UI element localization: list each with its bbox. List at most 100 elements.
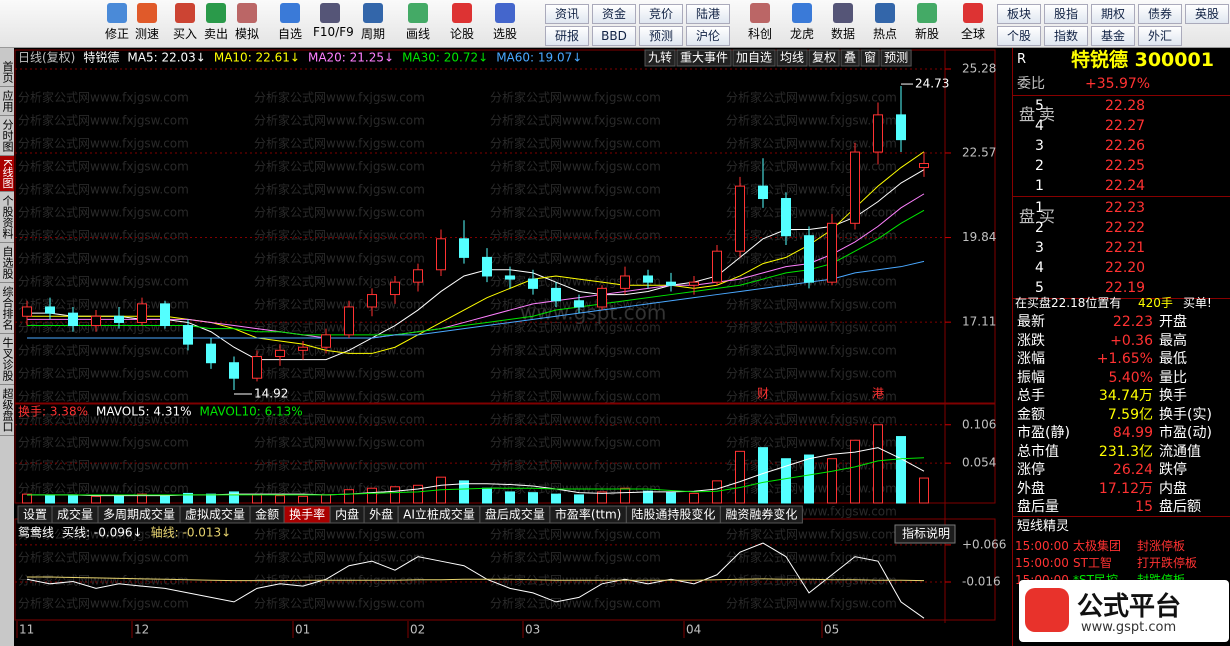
- toolbar-button[interactable]: 期权: [1091, 4, 1135, 24]
- watermark: 分析家公式网www.fxjgsw.com: [726, 412, 897, 427]
- indicator-tab[interactable]: 金额: [255, 507, 279, 522]
- side-tab[interactable]: 牛叉诊股: [0, 334, 14, 386]
- toolbar-button[interactable]: 自选: [273, 3, 307, 42]
- watermark: 分析家公式网www.fxjgsw.com: [490, 90, 661, 105]
- header-button[interactable]: 重大事件: [680, 51, 728, 65]
- toolbar-button[interactable]: 数据: [826, 3, 860, 42]
- indicator-tab[interactable]: 设置: [23, 508, 47, 522]
- header-button[interactable]: 九转: [648, 50, 672, 65]
- toolbar-button[interactable]: 选股: [488, 3, 522, 42]
- indicator-tab[interactable]: 换手率: [289, 507, 325, 522]
- toolbar-button[interactable]: 画线: [401, 3, 435, 42]
- panel-text: 1: [1035, 178, 1044, 194]
- panel-row: 外盘 17.12万 内盘: [1013, 479, 1230, 497]
- indicator-tab[interactable]: 虚拟成交量: [185, 507, 245, 522]
- volume-bar: [620, 487, 630, 504]
- toolbar-button[interactable]: 沪伦: [686, 26, 730, 46]
- indicator-tab[interactable]: 陆股通持股变化: [631, 507, 715, 522]
- candle-body: [344, 306, 354, 336]
- indicator-tab[interactable]: 多周期成交量: [103, 507, 175, 522]
- watermark: 分析家公式网www.fxjgsw.com: [254, 320, 425, 335]
- side-tab[interactable]: 自选股: [0, 243, 14, 284]
- toolbar-button[interactable]: 修正: [100, 3, 134, 42]
- toolbar-button[interactable]: 板块: [997, 4, 1041, 24]
- toolbar-button[interactable]: 热点: [868, 3, 902, 42]
- toolbar-button[interactable]: 英股: [1185, 4, 1229, 24]
- indicator-tab[interactable]: 盘后成交量: [485, 507, 545, 522]
- toolbar-button[interactable]: 陆港: [686, 4, 730, 24]
- panel-text: 卖盘: [1016, 106, 1055, 148]
- indicator-tab[interactable]: 市盈率(ttm): [555, 507, 621, 522]
- icon: [175, 3, 195, 23]
- volume-bar: [367, 487, 377, 504]
- toolbar-button[interactable]: F10/F9: [313, 3, 354, 39]
- volume-bar: [781, 458, 791, 504]
- panel-text: 17.12万: [1098, 480, 1153, 497]
- toolbar-button[interactable]: BBD: [592, 26, 636, 46]
- toolbar-button[interactable]: 买入: [168, 3, 202, 42]
- toolbar-button[interactable]: 模拟: [230, 3, 264, 42]
- header-button[interactable]: 复权: [812, 51, 836, 65]
- toolbar-button[interactable]: 全球: [956, 3, 990, 42]
- panel-text: 最高: [1159, 332, 1187, 349]
- toolbar-button[interactable]: 股指: [1044, 4, 1088, 24]
- header-button[interactable]: 叠: [844, 51, 856, 65]
- header-button[interactable]: 预测: [884, 51, 908, 65]
- panel-text: 22.28: [1105, 98, 1146, 114]
- indicator-tab[interactable]: AI立桩成交量: [403, 507, 475, 522]
- y-tick-label: 0.106: [962, 417, 996, 431]
- toolbar-button[interactable]: 指数: [1044, 26, 1088, 46]
- panel-text: 22.27: [1105, 118, 1146, 134]
- chart-label: 特锐德: [83, 50, 119, 65]
- separator: [1013, 298, 1230, 299]
- side-tab[interactable]: 首页: [0, 58, 14, 87]
- toolbar-button[interactable]: 卖出: [199, 3, 233, 42]
- volume-bar: [229, 491, 239, 504]
- toolbar-button[interactable]: 基金: [1091, 26, 1135, 46]
- toolbar-button[interactable]: 龙虎: [785, 3, 819, 42]
- candle-body: [758, 185, 768, 200]
- toolbar-button[interactable]: 资金: [592, 4, 636, 24]
- volume-bar: [183, 492, 193, 504]
- toolbar-button[interactable]: 新股: [910, 3, 944, 42]
- indicator-tab[interactable]: 内盘: [335, 507, 359, 522]
- icon: [408, 3, 428, 23]
- toolbar-button[interactable]: 个股: [997, 26, 1041, 46]
- side-tab[interactable]: 超级盘口: [0, 385, 14, 437]
- indicator-tab[interactable]: 融资融券变化: [725, 507, 797, 522]
- panel-text: 买单!: [1183, 296, 1212, 310]
- header-button[interactable]: 加自选: [736, 51, 772, 65]
- icon: [320, 3, 340, 23]
- watermark: 分析家公式网www.fxjgsw.com: [726, 320, 897, 335]
- panel-text: 22.19: [1105, 280, 1146, 296]
- series-line: [27, 193, 925, 339]
- panel-row: 15:00:00 ST工智 打开跌停板: [1013, 553, 1230, 570]
- toolbar-button[interactable]: 论股: [445, 3, 479, 42]
- toolbar-button[interactable]: 科创: [743, 3, 777, 42]
- button-label: 龙虎: [789, 27, 814, 41]
- side-tab[interactable]: 个股资料: [0, 192, 14, 244]
- toolbar-button[interactable]: 周期: [356, 3, 390, 42]
- side-tab[interactable]: K线图: [0, 156, 14, 193]
- volume-bar: [827, 458, 837, 504]
- side-tab[interactable]: 应用: [0, 87, 14, 116]
- toolbar-button[interactable]: 债券: [1138, 4, 1182, 24]
- candle-body: [505, 275, 515, 280]
- candle-body: [45, 306, 55, 314]
- indicator-tab[interactable]: 成交量: [57, 507, 93, 522]
- toolbar-button[interactable]: 研报: [545, 26, 589, 46]
- toolbar-button[interactable]: 外汇: [1138, 26, 1182, 46]
- panel-row: 金额 7.59亿 换手(实): [1013, 405, 1230, 423]
- toolbar-button[interactable]: 竞价: [639, 4, 683, 24]
- toolbar-button[interactable]: 预测: [639, 26, 683, 46]
- side-tab[interactable]: 综合排名: [0, 283, 14, 335]
- indicator-tab[interactable]: 外盘: [369, 507, 393, 522]
- side-tab[interactable]: 分时图: [0, 116, 14, 156]
- panel-text: 15:00:00: [1015, 539, 1069, 553]
- toolbar-button[interactable]: 测速: [130, 3, 164, 42]
- header-button[interactable]: 窗: [864, 51, 876, 65]
- toolbar-button[interactable]: 资讯: [545, 4, 589, 24]
- panel-row: 总手 34.74万 换手: [1013, 386, 1230, 404]
- help-button[interactable]: 指标说明: [902, 526, 950, 541]
- header-button[interactable]: 均线: [780, 51, 804, 65]
